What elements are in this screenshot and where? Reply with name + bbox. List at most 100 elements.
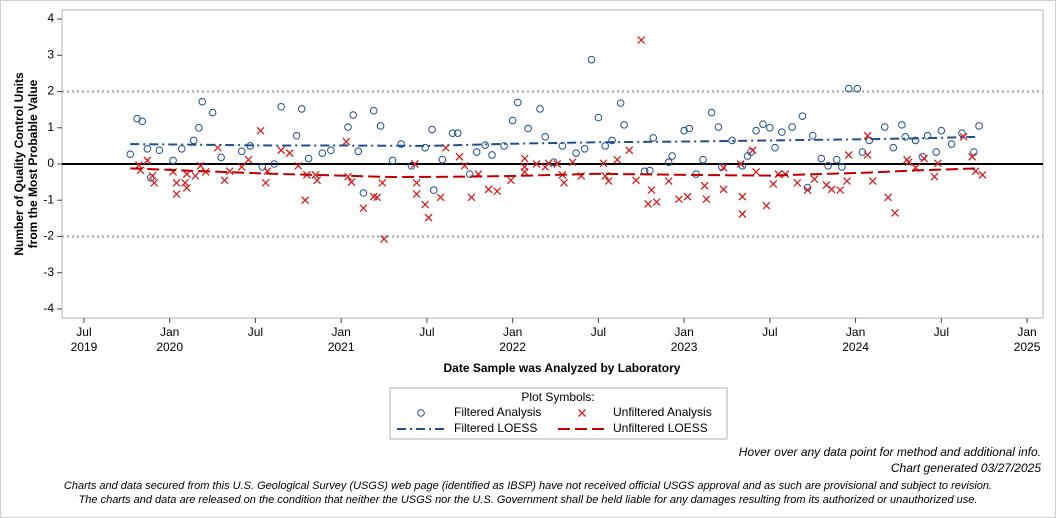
data-point xyxy=(844,150,853,159)
data-point xyxy=(699,155,707,164)
data-point xyxy=(637,36,646,45)
legend-box xyxy=(389,387,728,440)
data-point xyxy=(978,170,987,179)
data-point xyxy=(901,133,910,141)
data-point xyxy=(544,159,553,168)
data-point xyxy=(294,161,303,170)
data-point xyxy=(195,123,203,132)
data-point xyxy=(898,121,906,129)
data-point xyxy=(568,158,577,167)
data-point xyxy=(680,126,688,135)
x-tick-label: Jan xyxy=(503,325,522,339)
x-tick-year: 2019 xyxy=(71,340,98,354)
y-tick-label: -4 xyxy=(43,301,54,315)
data-point xyxy=(481,141,489,149)
y-tick-label: -3 xyxy=(43,265,54,279)
data-point xyxy=(318,149,327,157)
data-point xyxy=(616,99,625,107)
data-point xyxy=(608,136,616,145)
data-point xyxy=(975,122,983,130)
x-axis-label: Date Sample was Analyzed by Laboratory xyxy=(444,361,681,375)
data-point xyxy=(836,186,845,195)
data-point xyxy=(237,162,246,171)
data-point xyxy=(632,176,641,185)
y-tick-label: 0 xyxy=(47,156,54,170)
data-point xyxy=(465,170,474,178)
x-tick-label: Jul xyxy=(591,325,606,339)
data-point xyxy=(467,193,476,202)
y-tick-label: 1 xyxy=(47,120,54,134)
data-point xyxy=(536,105,544,113)
data-point xyxy=(647,186,656,195)
data-point xyxy=(827,185,836,194)
data-point xyxy=(424,213,433,222)
data-point xyxy=(752,168,761,176)
data-point xyxy=(354,147,363,156)
data-point xyxy=(138,117,147,126)
note: Hover over any data point for method and… xyxy=(739,445,1041,459)
data-point xyxy=(933,159,942,168)
data-point xyxy=(237,147,246,156)
data-point xyxy=(904,158,913,167)
data-point xyxy=(359,204,368,213)
data-point xyxy=(719,185,728,194)
note: Chart generated 03/27/2025 xyxy=(891,461,1041,475)
data-point xyxy=(208,108,217,117)
data-point xyxy=(373,193,382,202)
data-point xyxy=(968,152,977,161)
data-point xyxy=(702,195,711,204)
loess-line xyxy=(130,135,980,147)
data-point xyxy=(513,98,522,107)
data-point xyxy=(932,148,940,156)
data-point xyxy=(853,84,862,93)
data-point xyxy=(292,131,301,140)
data-point xyxy=(191,171,200,180)
data-point xyxy=(261,178,270,187)
data-point xyxy=(126,150,135,159)
data-point xyxy=(560,178,569,187)
data-point xyxy=(172,178,181,187)
data-point xyxy=(759,120,767,128)
data-point xyxy=(707,108,716,117)
x-tick-label: Jan xyxy=(1017,325,1036,339)
data-point xyxy=(920,154,929,163)
data-point xyxy=(798,112,807,120)
data-point xyxy=(244,155,253,164)
data-point xyxy=(429,186,438,194)
data-point xyxy=(599,159,608,168)
legend-label: Unfiltered Analysis xyxy=(613,405,712,419)
data-point xyxy=(270,160,279,168)
data-point xyxy=(311,170,320,179)
disclaimer: Charts and data secured from this U.S. G… xyxy=(64,480,992,492)
data-point xyxy=(182,170,191,179)
data-point xyxy=(769,179,778,188)
data-point xyxy=(947,140,956,148)
data-point xyxy=(594,113,603,122)
x-tick-year: 2021 xyxy=(328,340,355,354)
data-point xyxy=(937,126,946,135)
x-tick-year: 2024 xyxy=(842,340,869,354)
data-point xyxy=(719,163,728,172)
data-point xyxy=(378,178,387,187)
x-tick-label: Jul xyxy=(76,325,91,339)
data-point xyxy=(369,106,378,115)
data-point xyxy=(803,186,812,195)
data-point xyxy=(304,154,313,163)
data-point xyxy=(460,161,469,170)
data-point xyxy=(891,208,899,217)
data-point xyxy=(810,175,819,184)
data-point xyxy=(880,123,889,131)
data-point xyxy=(832,155,841,164)
data-point xyxy=(649,134,658,142)
data-point xyxy=(752,126,760,135)
data-point xyxy=(930,172,939,181)
legend-swatch xyxy=(578,409,586,417)
data-point xyxy=(572,149,580,157)
data-point xyxy=(256,126,265,135)
data-point xyxy=(541,133,550,141)
data-point xyxy=(182,183,191,192)
data-point xyxy=(198,97,207,106)
data-point xyxy=(838,163,846,171)
data-point xyxy=(587,55,596,64)
